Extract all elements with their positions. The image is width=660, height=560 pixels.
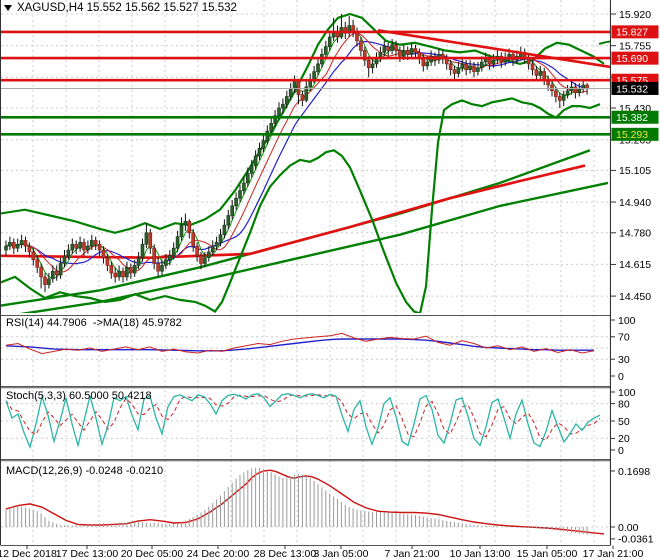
stoch-panel — [1, 393, 610, 450]
descending-trendline — [377, 29, 613, 69]
svg-text:15.382: 15.382 — [616, 112, 648, 124]
price-badge-15690: 15.690 — [611, 51, 659, 65]
axis-label: 50 — [618, 416, 630, 428]
price-tick-label: 14.450 — [619, 291, 651, 303]
price-tick-label: 15.105 — [619, 165, 651, 177]
axis-label: -0.0361 — [618, 534, 654, 546]
rsi-line — [5, 332, 595, 355]
panel-borders — [0, 0, 612, 546]
axis-label: 0.1698 — [618, 466, 650, 478]
price-badge-15382: 15.382 — [611, 110, 659, 124]
svg-text:15.532: 15.532 — [616, 83, 648, 95]
time-label: 28 Dec 13:00 — [254, 548, 317, 560]
axis-label: 100 — [618, 387, 636, 399]
price-tick-label: 14.940 — [619, 197, 651, 209]
bollinger-upper-line — [1, 12, 605, 234]
long-red-ma-line — [1, 164, 586, 260]
green-trendline-lower — [19, 181, 609, 313]
axis-label: 70 — [618, 332, 630, 344]
svg-text:15.690: 15.690 — [616, 53, 648, 65]
macd-histogram — [5, 467, 588, 536]
rsi-axis: 100 70 30 0 — [611, 315, 636, 383]
time-label: 10 Jan 13:00 — [450, 548, 511, 560]
svg-text:15.827: 15.827 — [616, 27, 648, 39]
price-tick-label: 14.615 — [619, 259, 651, 271]
main-chart-panel — [1, 12, 609, 313]
price-badge-15293: 15.293 — [611, 127, 659, 141]
macd-plot-area[interactable] — [0, 461, 610, 545]
time-label: 3 Jan 05:00 — [314, 548, 369, 560]
time-label: 17 Jan 21:00 — [583, 548, 644, 560]
price-tick-label: 15.755 — [619, 40, 651, 52]
time-label: 20 Dec 05:00 — [121, 548, 184, 560]
axis-label: 100 — [618, 315, 636, 327]
svg-text:15.293: 15.293 — [616, 129, 648, 141]
price-tick-label: 15.920 — [619, 9, 651, 21]
macd-axis: 0.1698 0.00-0.0361 — [611, 466, 654, 546]
rsi-plot-area[interactable] — [0, 316, 610, 385]
time-label: 24 Dec 20:00 — [187, 548, 250, 560]
price-badge-15827: 15.827 — [611, 25, 659, 39]
axis-label: 20 — [618, 433, 630, 445]
time-label: 7 Jan 21:00 — [385, 548, 440, 560]
time-label: 15 Jan 05:00 — [517, 548, 578, 560]
macd-panel — [1, 469, 610, 535]
rsi-panel — [1, 332, 610, 360]
price-badge-15532: 15.532 — [611, 81, 659, 95]
axis-label: 0 — [618, 371, 624, 383]
stoch-plot-area[interactable] — [0, 388, 610, 459]
axis-label: 0.00 — [618, 522, 639, 534]
price-tick-label: 14.780 — [619, 228, 651, 240]
axis-label: 80 — [618, 398, 630, 410]
axis-label: 30 — [618, 354, 630, 366]
macd-signal-line — [5, 469, 605, 535]
axis-label: 0 — [618, 445, 624, 457]
time-label: 17 Dec 13:00 — [56, 548, 119, 560]
stoch-k-line — [5, 393, 601, 450]
grid-lines — [1, 0, 610, 545]
bollinger-lower-line — [1, 97, 601, 313]
main-plot-area[interactable] — [0, 0, 610, 313]
time-label: 12 Dec 2018 — [0, 548, 57, 560]
